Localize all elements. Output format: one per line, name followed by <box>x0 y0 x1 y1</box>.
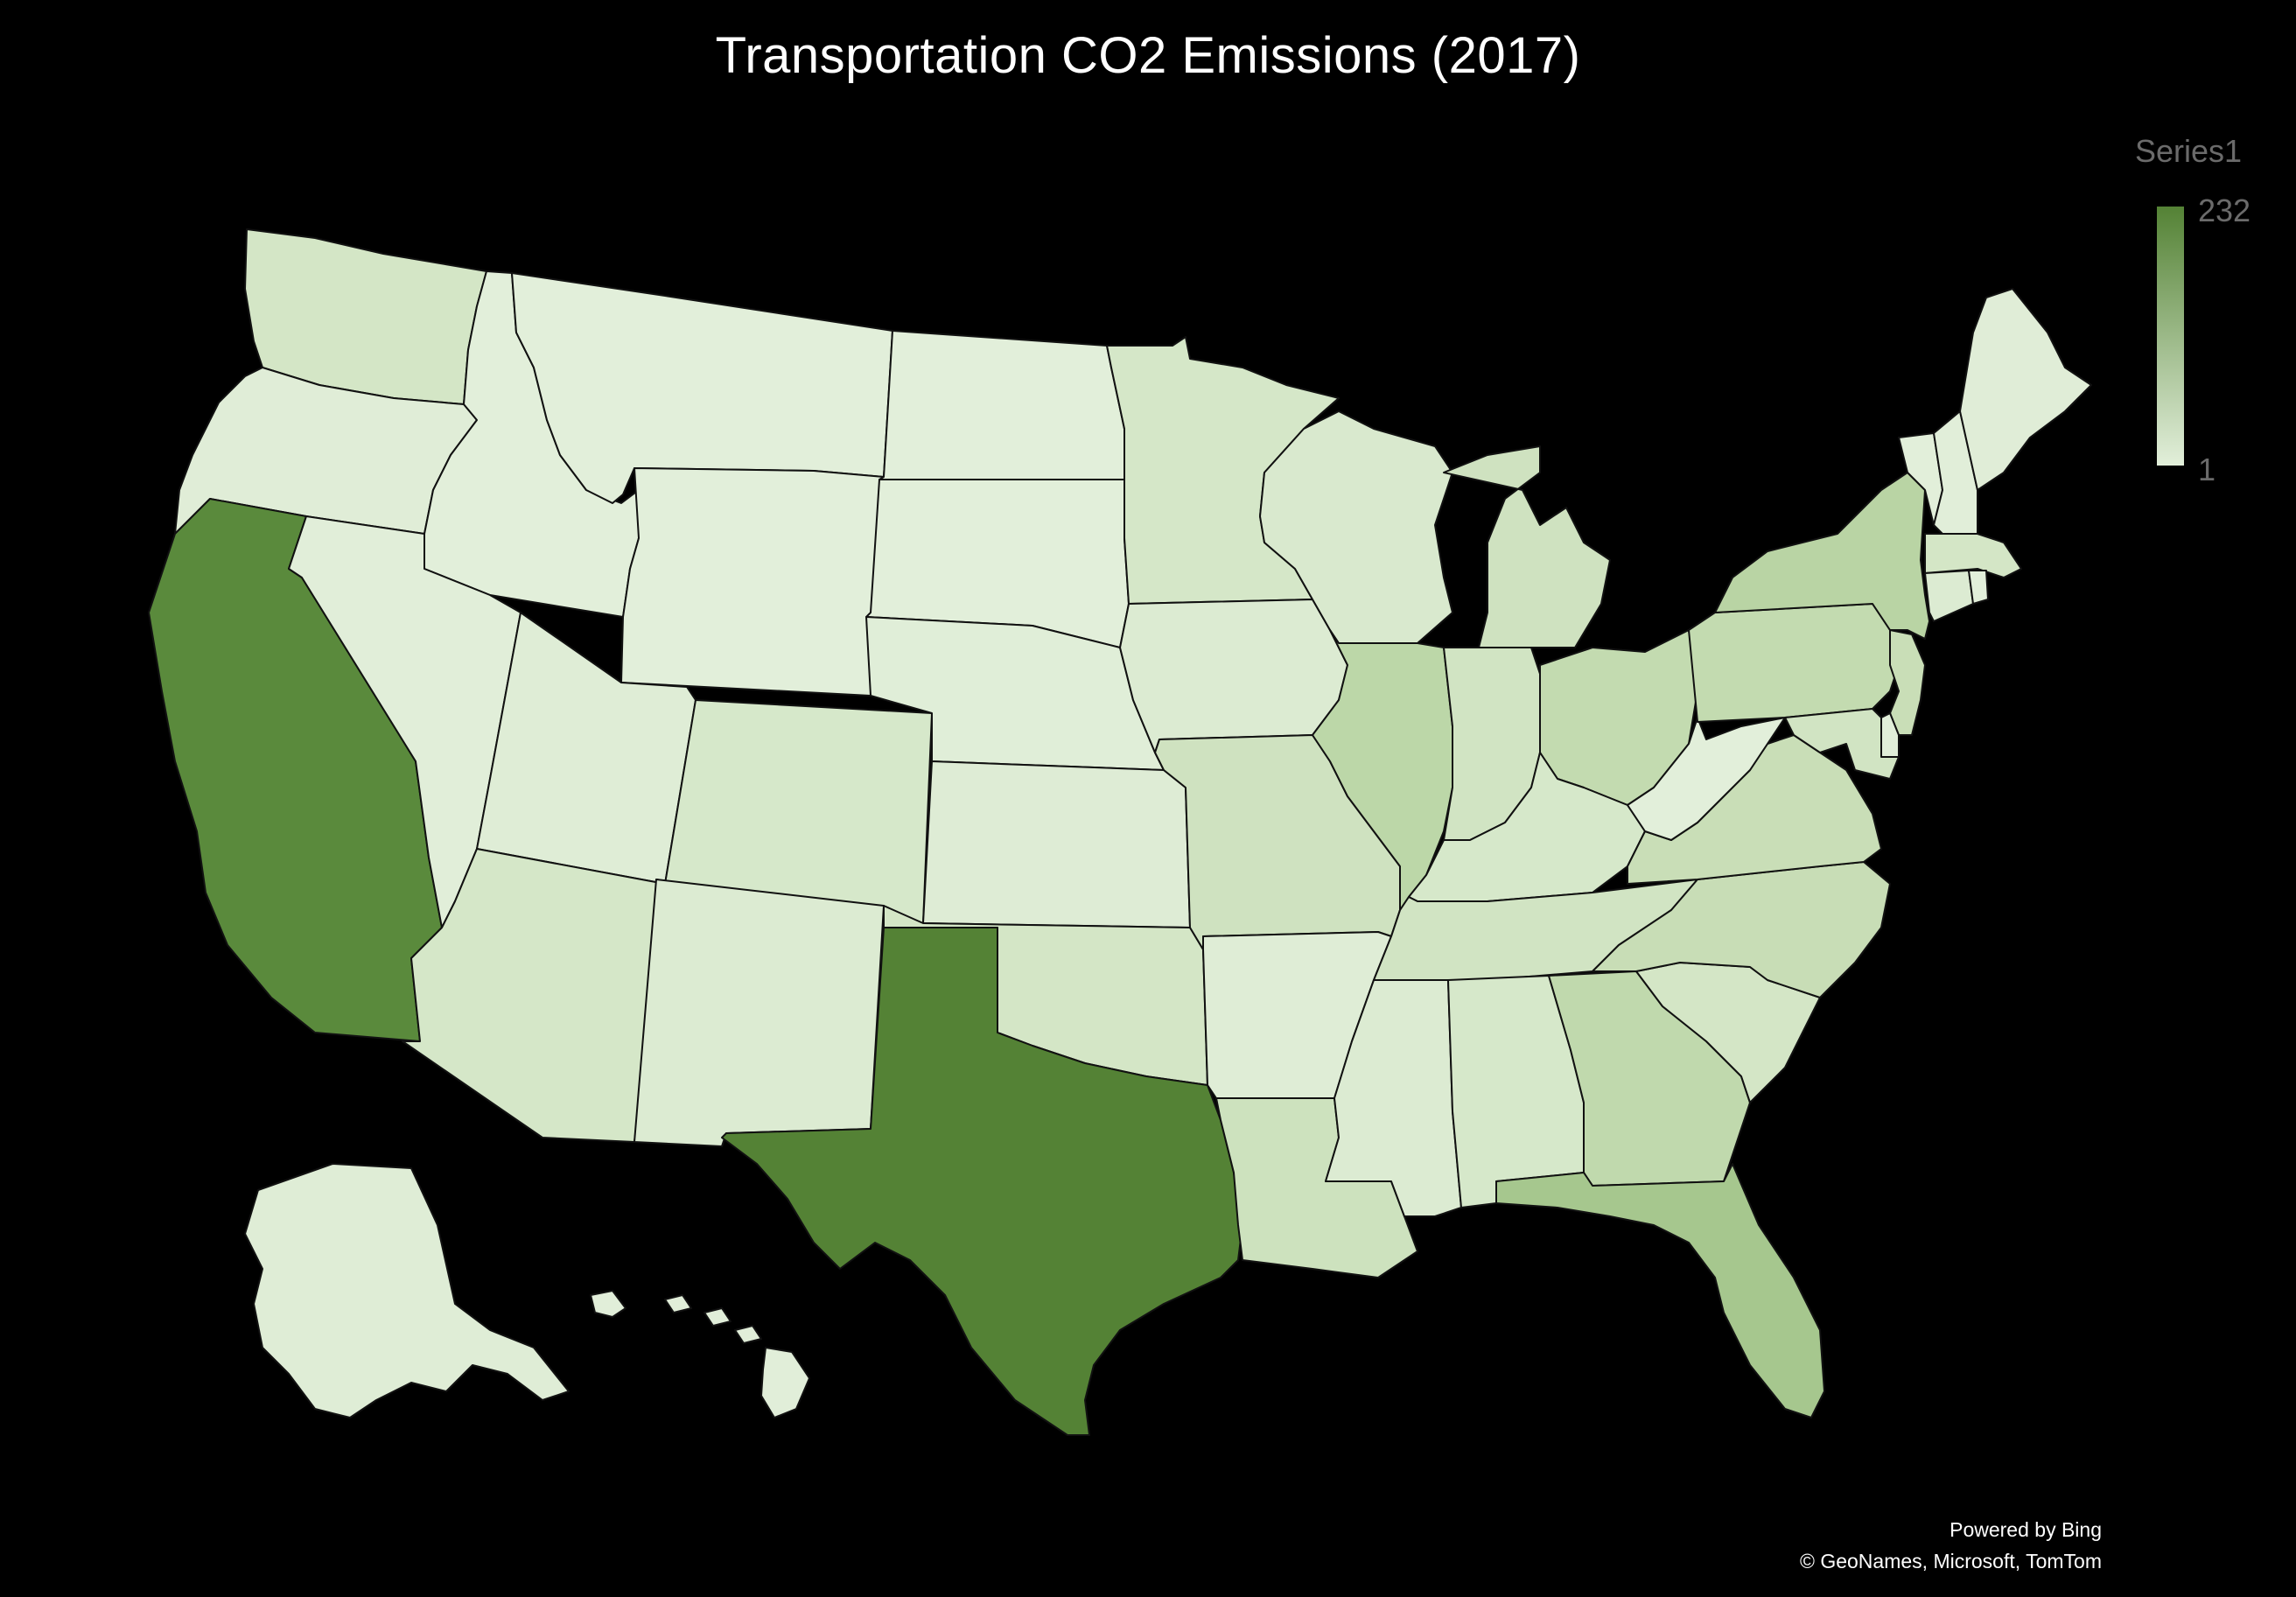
legend-max-label: 232 <box>2198 193 2251 228</box>
state-fl[interactable] <box>1495 1163 1825 1418</box>
state-nc[interactable] <box>1592 861 1891 998</box>
state-pa[interactable] <box>1688 603 1900 723</box>
state-nd[interactable] <box>878 330 1125 480</box>
state-md[interactable] <box>1784 708 1900 780</box>
legend-min-label: 1 <box>2198 452 2216 487</box>
state-ny[interactable] <box>1714 472 1930 640</box>
state-ms[interactable] <box>1325 979 1462 1217</box>
state-ks[interactable] <box>922 760 1191 928</box>
copyright-label: © GeoNames, Microsoft, TomTom <box>1800 1550 2102 1572</box>
state-me[interactable] <box>1959 288 2092 491</box>
legend-title: Series1 <box>2135 133 2243 169</box>
state-nm[interactable] <box>634 879 885 1147</box>
state-ri[interactable] <box>1968 570 1989 605</box>
map-credits: Powered by Bing © GeoNames, Microsoft, T… <box>1800 1514 2102 1577</box>
state-ia[interactable] <box>1119 599 1348 753</box>
state-hi[interactable] <box>590 1290 810 1418</box>
state-mi[interactable] <box>1443 445 1611 648</box>
state-tx[interactable] <box>721 927 1243 1436</box>
state-wv[interactable] <box>1627 717 1786 841</box>
legend-color-scale <box>2157 207 2184 466</box>
powered-by-label: Powered by Bing <box>1950 1518 2102 1541</box>
chart-title: Transportation CO2 Emissions (2017) <box>715 27 1581 84</box>
state-ak[interactable] <box>244 1163 570 1418</box>
state-ct[interactable] <box>1924 570 1974 622</box>
state-wy[interactable] <box>620 467 885 697</box>
state-nj[interactable] <box>1889 629 1926 736</box>
